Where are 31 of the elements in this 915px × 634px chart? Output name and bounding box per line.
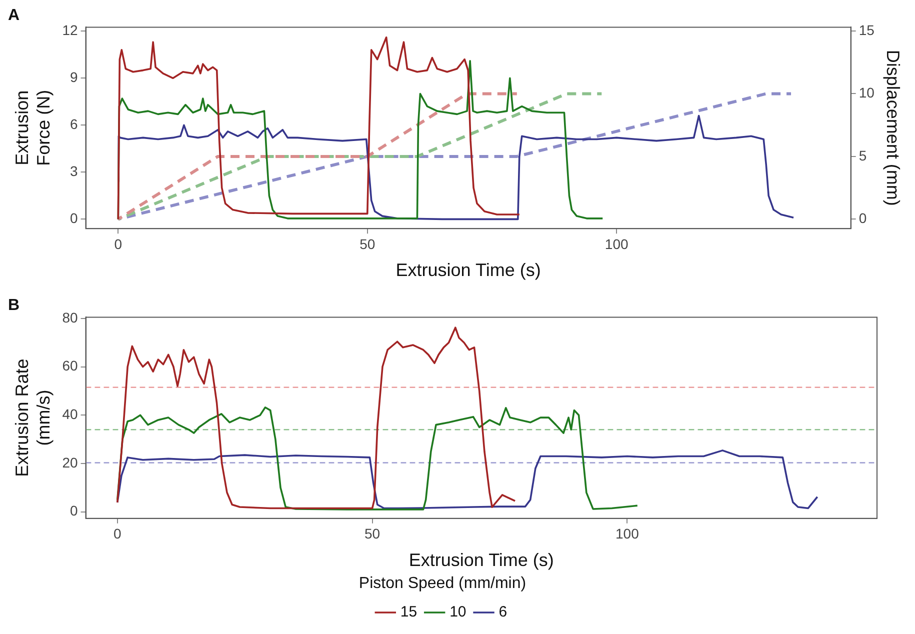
y-axis-title: Extrusion Force (N) bbox=[12, 90, 54, 166]
y-tick-label: 40 bbox=[62, 406, 78, 422]
chart-title: B bbox=[8, 297, 20, 314]
y-tick-label: 0 bbox=[70, 210, 78, 226]
x-tick-label: 50 bbox=[364, 526, 380, 542]
y-tick-label: 80 bbox=[62, 309, 78, 326]
y-tick-label: 20 bbox=[62, 454, 78, 470]
y-tick-label: 9 bbox=[70, 68, 78, 85]
x-tick-label: 0 bbox=[114, 236, 122, 252]
legend-label: 10 bbox=[450, 604, 466, 621]
legend-title: Piston Speed (mm/min) bbox=[358, 575, 526, 592]
y2-tick-label: 15 bbox=[858, 22, 875, 38]
x-tick-label: 0 bbox=[113, 526, 122, 542]
legend-label: 15 bbox=[400, 604, 418, 621]
y-tick-label: 60 bbox=[62, 358, 78, 374]
y-axis-title: Extrusion Rate (mm/s) bbox=[12, 358, 54, 477]
y-tick-label: 3 bbox=[70, 163, 78, 180]
x-axis-title: Extrusion Time (s) bbox=[408, 550, 554, 570]
y2-tick-label: 5 bbox=[858, 147, 867, 164]
x-tick-label: 100 bbox=[604, 236, 628, 252]
chart-title: A bbox=[8, 7, 20, 24]
y-tick-label: 0 bbox=[70, 502, 78, 519]
y2-tick-label: 0 bbox=[858, 210, 867, 226]
y-tick-label: 6 bbox=[70, 116, 78, 132]
legend-label: 6 bbox=[498, 604, 508, 621]
y2-axis-title: Displacement (mm) bbox=[883, 50, 904, 206]
y-tick-label: 12 bbox=[62, 22, 78, 38]
x-axis-title: Extrusion Time (s) bbox=[396, 260, 541, 280]
x-tick-label: 100 bbox=[616, 526, 640, 542]
y2-tick-label: 10 bbox=[858, 84, 875, 101]
x-tick-label: 50 bbox=[360, 236, 376, 252]
